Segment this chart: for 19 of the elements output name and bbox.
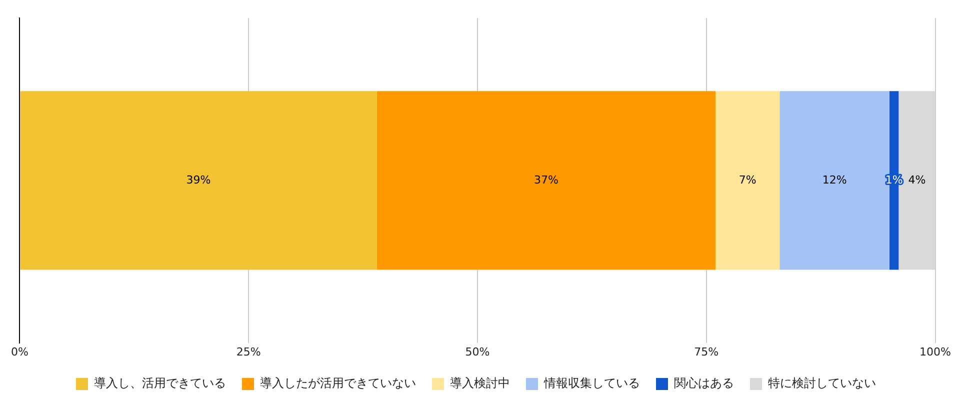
data-label: 12% [822, 173, 847, 186]
legend-label: 導入したが活用できていない [260, 376, 416, 390]
x-tick-label: 50% [465, 345, 490, 358]
x-tick-label: 0% [11, 345, 28, 358]
bar [716, 91, 780, 270]
legend-label: 関心はある [674, 376, 734, 390]
x-tick-label: 75% [694, 345, 719, 358]
x-tick-label: 25% [236, 345, 261, 358]
data-label: 4% [908, 173, 926, 186]
bar [20, 91, 377, 270]
legend-label: 導入検討中 [450, 376, 510, 390]
data-label: 37% [534, 173, 558, 186]
data-label: 39% [186, 173, 211, 186]
bar [376, 91, 716, 270]
data-label: 7% [738, 173, 756, 186]
legend-label: 導入し、活用できている [94, 376, 226, 390]
x-tick-label: 100% [920, 345, 952, 358]
legend-label: 特に検討していない [768, 376, 876, 390]
legend-label: 情報収集している [543, 376, 640, 390]
